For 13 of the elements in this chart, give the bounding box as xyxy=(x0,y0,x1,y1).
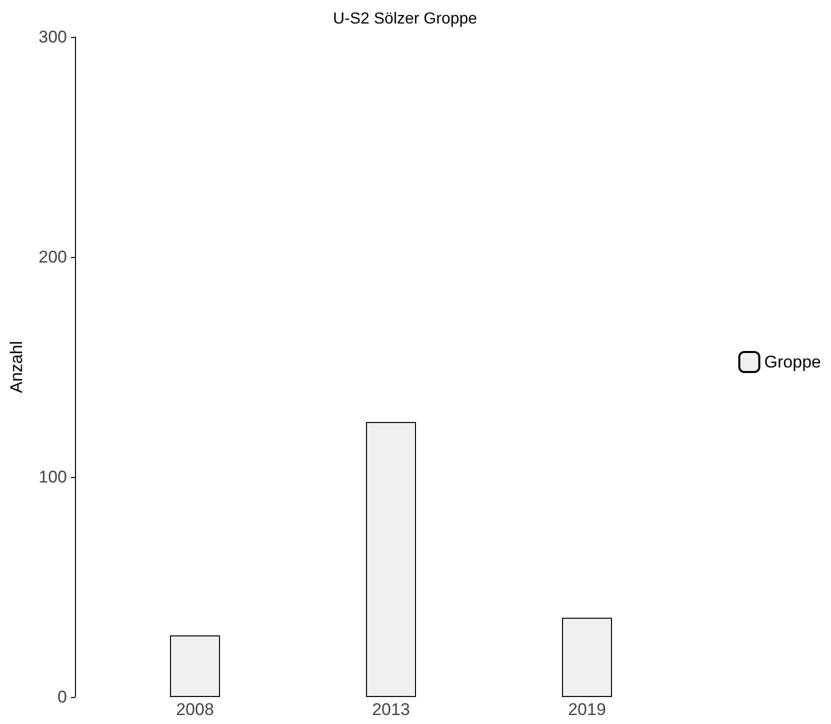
x-tick-label: 2019 xyxy=(568,700,606,719)
bar xyxy=(562,618,612,697)
y-tick-label: 0 xyxy=(58,688,67,706)
y-axis-title: Anzahl xyxy=(7,341,26,393)
legend-label: Groppe xyxy=(764,352,821,372)
x-tick-label: 2008 xyxy=(176,700,214,719)
y-tick-label: 200 xyxy=(38,248,67,266)
bar xyxy=(170,635,220,697)
bar xyxy=(366,422,416,697)
y-tick-label: 100 xyxy=(38,468,67,486)
y-tick-label: 300 xyxy=(38,28,67,46)
chart-title: U-S2 Sölzer Groppe xyxy=(332,10,478,28)
x-tick-label: 2013 xyxy=(372,700,410,719)
